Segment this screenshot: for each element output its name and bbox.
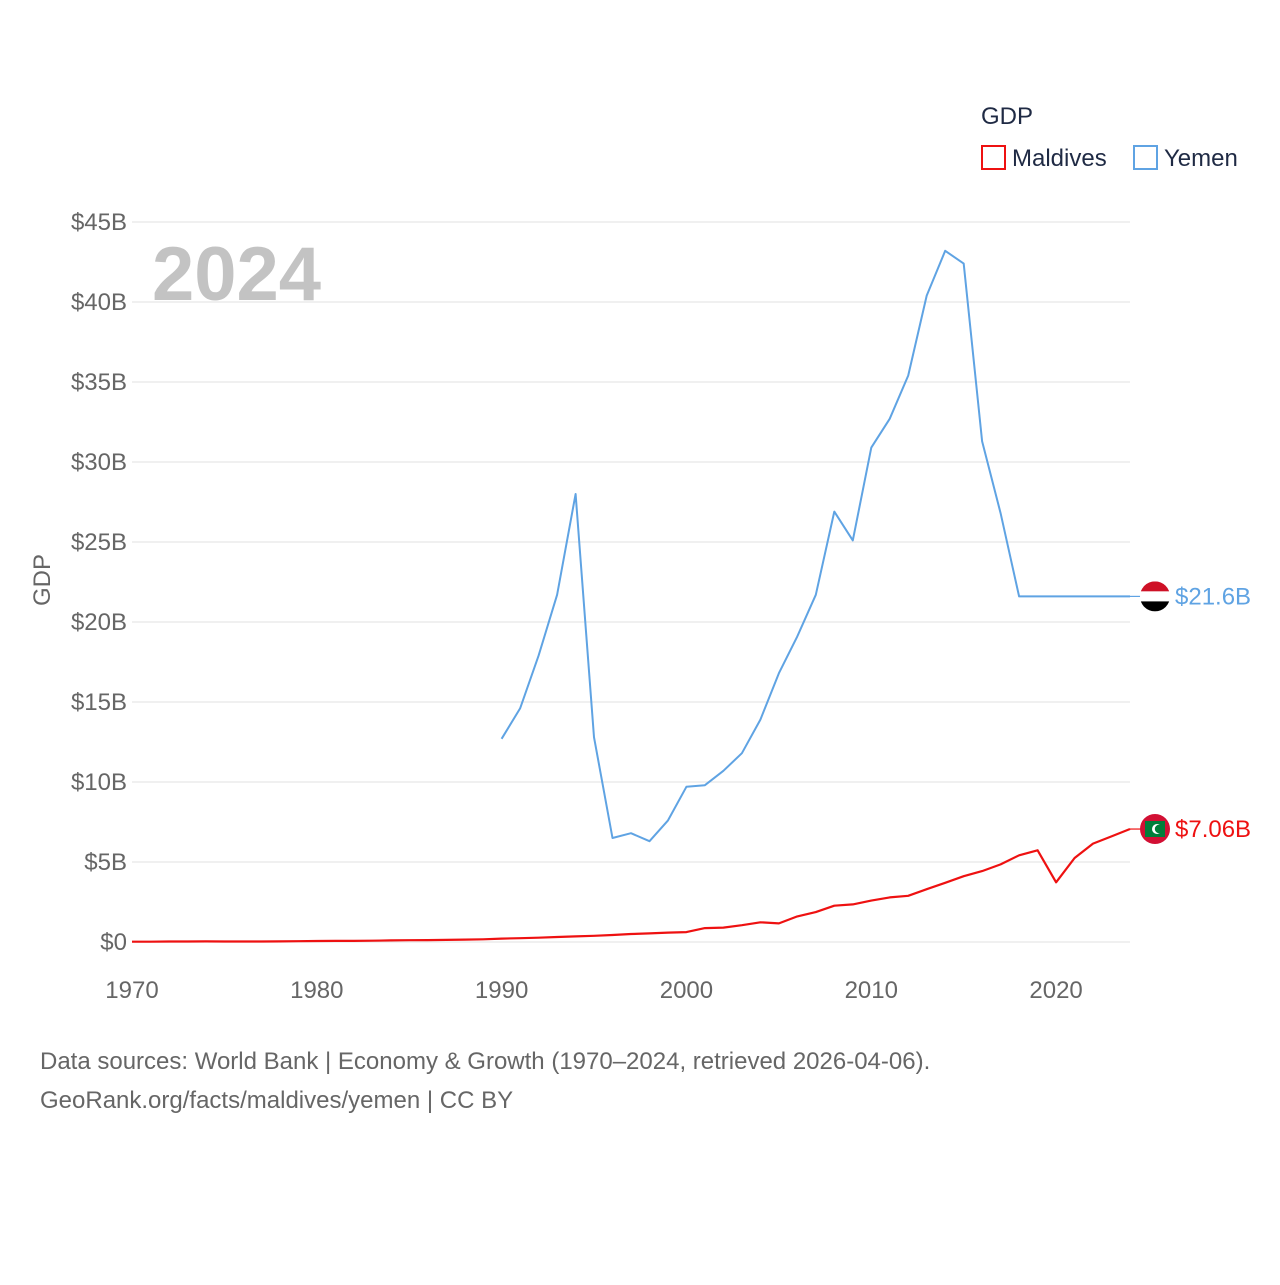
y-tick-label: $10B: [71, 769, 127, 796]
legend-label-maldives: Maldives: [1012, 145, 1107, 172]
x-tick-label: 1990: [475, 977, 528, 1004]
legend-swatch-yemen: [1133, 145, 1158, 170]
legend-swatch-maldives: [981, 145, 1006, 170]
y-tick-label: $40B: [71, 289, 127, 316]
source-line-2[interactable]: GeoRank.org/facts/maldives/yemen | CC BY: [40, 1087, 513, 1114]
y-tick-label: $5B: [84, 849, 127, 876]
legend-label-yemen: Yemen: [1164, 145, 1238, 172]
legend: GDP Maldives Yemen: [981, 103, 1238, 172]
x-tick-label: 1980: [290, 977, 343, 1004]
y-tick-label: $30B: [71, 449, 127, 476]
x-tick-label: 2010: [845, 977, 898, 1004]
legend-title: GDP: [981, 103, 1033, 130]
y-axis-ticks: $0 $5B $10B $15B $20B $25B $30B $35B $40B $45B: [71, 209, 127, 956]
legend-item-yemen[interactable]: Yemen: [1133, 145, 1238, 172]
series-layer: [132, 249, 1141, 943]
source-line-1: Data sources: World Bank | Economy & Gro…: [40, 1048, 930, 1075]
y-tick-label: $25B: [71, 529, 127, 556]
x-tick-label: 2000: [660, 977, 713, 1004]
y-tick-label: $35B: [71, 369, 127, 396]
legend-item-maldives[interactable]: Maldives: [981, 145, 1107, 172]
x-tick-label: 2020: [1029, 977, 1082, 1004]
end-label-yemen: $21.6B: [1175, 583, 1251, 610]
end-label-maldives: $7.06B: [1175, 816, 1251, 843]
maldives-flag-icon: [1140, 814, 1170, 844]
series-line-maldives[interactable]: [132, 827, 1131, 943]
yemen-flag-icon: [1140, 581, 1170, 612]
y-tick-label: $15B: [71, 689, 127, 716]
x-axis-ticks: 1970 1980 1990 2000 2010 2020: [105, 977, 1082, 1004]
y-tick-label: $20B: [71, 609, 127, 636]
x-tick-label: 1970: [105, 977, 158, 1004]
year-watermark: 2024: [152, 232, 321, 317]
y-axis-title: GDP: [29, 554, 56, 606]
y-tick-label: $0: [100, 929, 127, 956]
y-tick-label: $45B: [71, 209, 127, 236]
grid-layer: [132, 221, 1130, 943]
series-line-yemen[interactable]: [500, 249, 1130, 843]
